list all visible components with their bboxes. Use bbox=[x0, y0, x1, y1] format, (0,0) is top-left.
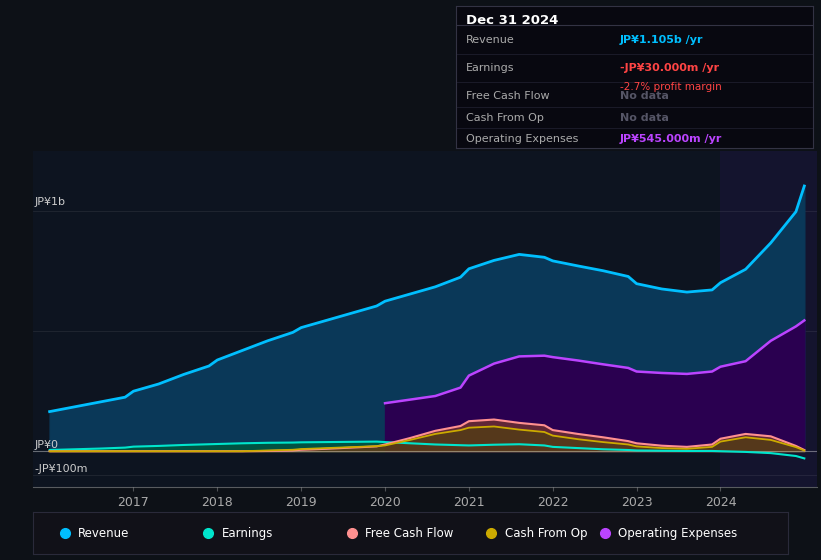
Text: Operating Expenses: Operating Expenses bbox=[618, 527, 737, 540]
Text: Cash From Op: Cash From Op bbox=[466, 113, 544, 123]
Text: Revenue: Revenue bbox=[466, 35, 515, 45]
Text: Revenue: Revenue bbox=[78, 527, 130, 540]
Text: Cash From Op: Cash From Op bbox=[505, 527, 587, 540]
Text: Operating Expenses: Operating Expenses bbox=[466, 134, 579, 144]
Text: JP¥1b: JP¥1b bbox=[34, 197, 66, 207]
Text: JP¥545.000m /yr: JP¥545.000m /yr bbox=[620, 134, 722, 144]
Text: Earnings: Earnings bbox=[222, 527, 273, 540]
Text: JP¥1.105b /yr: JP¥1.105b /yr bbox=[620, 35, 704, 45]
Text: Dec 31 2024: Dec 31 2024 bbox=[466, 14, 559, 27]
Bar bbox=[721, 151, 817, 487]
Text: Free Cash Flow: Free Cash Flow bbox=[365, 527, 453, 540]
Text: Free Cash Flow: Free Cash Flow bbox=[466, 91, 550, 101]
Text: Earnings: Earnings bbox=[466, 63, 515, 73]
Text: No data: No data bbox=[620, 113, 669, 123]
Text: No data: No data bbox=[620, 91, 669, 101]
Text: -2.7% profit margin: -2.7% profit margin bbox=[620, 82, 722, 92]
Text: JP¥0: JP¥0 bbox=[34, 440, 58, 450]
Text: -JP¥100m: -JP¥100m bbox=[34, 464, 88, 474]
Text: -JP¥30.000m /yr: -JP¥30.000m /yr bbox=[620, 63, 719, 73]
